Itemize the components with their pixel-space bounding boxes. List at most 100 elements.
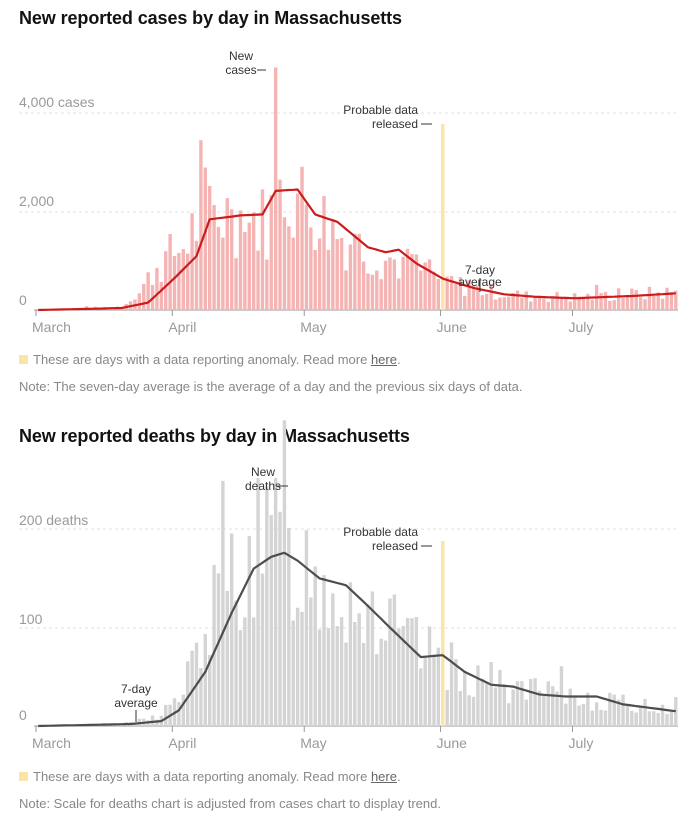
daily-bar	[485, 293, 489, 310]
daily-bar	[309, 227, 313, 310]
annotation-probable: Probable data	[343, 525, 418, 539]
daily-bar	[419, 270, 423, 310]
daily-bar	[194, 240, 199, 310]
daily-bar	[177, 252, 181, 310]
daily-bar	[665, 714, 669, 726]
daily-bar	[665, 287, 669, 310]
anomaly-swatch	[19, 355, 28, 364]
daily-bar	[225, 198, 229, 310]
daily-bar	[414, 254, 419, 310]
daily-bar	[361, 642, 366, 726]
daily-bar	[150, 715, 155, 726]
daily-bar	[234, 600, 238, 726]
daily-bar	[177, 701, 181, 726]
daily-bar	[181, 249, 186, 310]
daily-bar	[550, 686, 555, 726]
daily-bar	[221, 237, 225, 310]
daily-bar	[436, 279, 441, 310]
daily-bar	[392, 594, 397, 726]
daily-bar	[599, 293, 603, 310]
daily-bar	[287, 226, 291, 310]
daily-bar	[542, 695, 546, 726]
daily-bar	[168, 234, 172, 310]
y-tick-label: 0	[19, 292, 27, 308]
daily-bar	[432, 271, 436, 310]
month-label: March	[32, 735, 71, 751]
daily-bar	[256, 250, 260, 310]
daily-bar	[507, 296, 511, 310]
daily-bar	[647, 711, 652, 726]
daily-bar	[291, 620, 295, 726]
anomaly-bar	[441, 123, 445, 310]
month-label: May	[300, 735, 326, 751]
daily-bar	[515, 290, 520, 310]
daily-bar	[186, 253, 190, 310]
daily-bar	[550, 297, 555, 310]
daily-bar	[445, 276, 449, 310]
daily-bar	[432, 656, 436, 726]
cases-anomaly-note: These are days with a data reporting ano…	[19, 352, 401, 367]
daily-bar	[388, 257, 392, 310]
read-more-link[interactable]: here	[370, 352, 397, 367]
deaths-footnote: Note: Scale for deaths chart is adjusted…	[19, 796, 441, 811]
daily-bar	[507, 703, 511, 726]
daily-bar	[476, 665, 480, 726]
daily-bar	[348, 582, 353, 726]
daily-bar	[463, 670, 467, 726]
daily-bar	[568, 301, 572, 310]
daily-bar	[322, 575, 326, 726]
daily-bar	[269, 195, 273, 310]
daily-bar	[625, 705, 630, 726]
daily-bar	[388, 598, 392, 726]
daily-bar	[238, 210, 243, 310]
daily-bar	[458, 277, 463, 310]
daily-bar	[159, 281, 164, 310]
daily-bar	[317, 238, 322, 310]
daily-bar	[621, 297, 625, 310]
daily-bar	[287, 527, 291, 726]
daily-bar	[419, 668, 423, 726]
daily-bar	[572, 697, 577, 726]
daily-bar	[485, 681, 489, 726]
daily-bar	[581, 298, 586, 310]
daily-bar	[643, 299, 647, 310]
daily-bar	[313, 250, 317, 310]
annotation-average: 7-day	[465, 263, 495, 277]
daily-bar	[137, 293, 142, 310]
daily-bar	[467, 695, 471, 726]
deaths-chart-title: New reported deaths by day in Massachuse…	[19, 426, 410, 446]
daily-bar	[216, 226, 221, 310]
daily-bar	[229, 209, 234, 310]
daily-bar	[608, 300, 612, 310]
daily-bar	[273, 67, 278, 310]
daily-bar	[612, 300, 616, 310]
daily-bar	[392, 259, 397, 310]
daily-bar	[502, 297, 507, 310]
daily-bar	[669, 711, 674, 726]
daily-bar	[397, 278, 401, 310]
daily-bar	[405, 248, 410, 310]
daily-bar	[656, 713, 660, 726]
daily-bar	[652, 711, 656, 726]
daily-bar	[405, 618, 410, 726]
daily-bar	[537, 297, 542, 310]
read-more-link[interactable]: here	[370, 769, 397, 784]
cases-footnote: Note: The seven-day average is the avera…	[19, 379, 523, 394]
daily-bar	[586, 293, 590, 310]
daily-bar	[234, 258, 238, 310]
annotation-new: cases	[225, 63, 256, 77]
daily-bar	[212, 564, 216, 726]
daily-bar	[313, 566, 317, 726]
daily-bar	[555, 292, 559, 310]
daily-bar	[581, 703, 586, 726]
daily-bar	[212, 204, 216, 310]
deaths-chart: 200 deaths 100 0 March April May June July Newde…	[19, 420, 678, 751]
daily-bar	[572, 293, 577, 310]
daily-bar	[265, 259, 269, 310]
daily-bar	[656, 292, 660, 310]
daily-bar	[326, 249, 331, 310]
seven-day-average-line	[38, 551, 676, 728]
daily-bar	[621, 694, 625, 726]
daily-bar	[414, 616, 419, 726]
daily-bar	[520, 297, 524, 310]
